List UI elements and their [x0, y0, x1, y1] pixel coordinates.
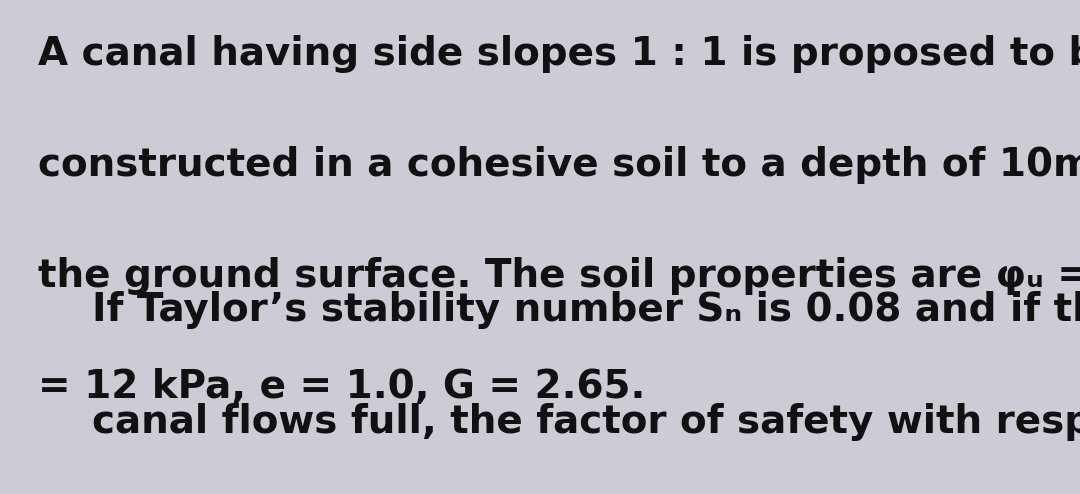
- Text: = 12 kPa, e = 1.0, G = 2.65.: = 12 kPa, e = 1.0, G = 2.65.: [38, 368, 645, 406]
- Text: the ground surface. The soil properties are φᵤ = 15°, cᵤ: the ground surface. The soil properties …: [38, 257, 1080, 295]
- Text: If Taylor’s stability number Sₙ is 0.08 and if the: If Taylor’s stability number Sₙ is 0.08 …: [92, 291, 1080, 329]
- Text: canal flows full, the factor of safety with respect: canal flows full, the factor of safety w…: [92, 403, 1080, 441]
- Text: constructed in a cohesive soil to a depth of 10m below: constructed in a cohesive soil to a dept…: [38, 146, 1080, 184]
- Text: A canal having side slopes 1 : 1 is proposed to be: A canal having side slopes 1 : 1 is prop…: [38, 35, 1080, 73]
